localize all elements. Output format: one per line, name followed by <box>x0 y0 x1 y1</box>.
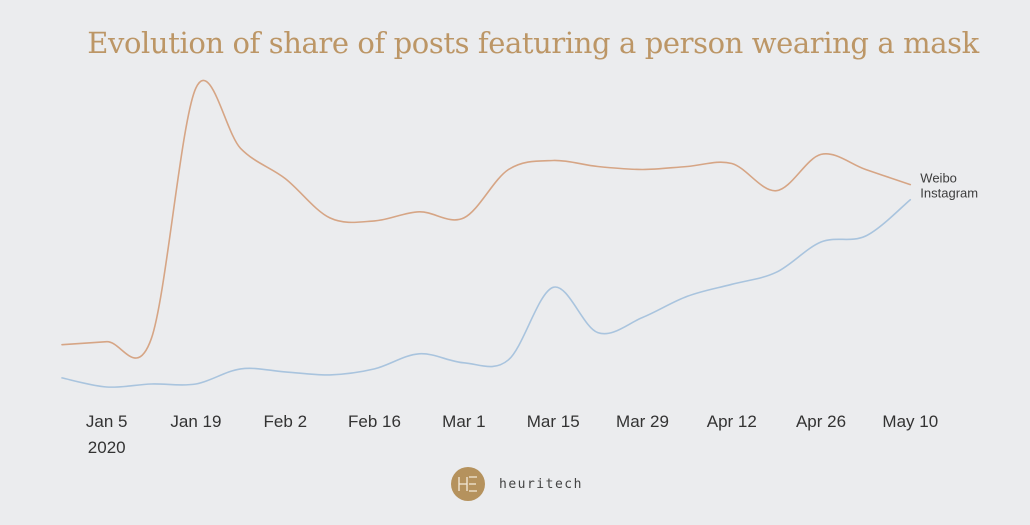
x-tick-label: Feb 2 <box>264 412 307 431</box>
x-tick-label: Apr 12 <box>707 412 757 431</box>
series-line-weibo <box>61 79 912 359</box>
x-tick-label: Jan 5 <box>86 412 128 431</box>
x-tick-label: Mar 1 <box>442 412 485 431</box>
chart-title: Evolution of share of posts featuring a … <box>87 26 979 60</box>
series-label-instagram: Instagram <box>920 186 978 201</box>
x-tick-label: May 10 <box>882 412 938 431</box>
x-tick-label: Mar 29 <box>616 412 669 431</box>
series-label-weibo: Weibo <box>920 171 957 186</box>
x-tick-label: Feb 16 <box>348 412 401 431</box>
x-tick-label: Mar 15 <box>527 412 580 431</box>
x-tick-sublabel: 2020 <box>88 438 126 457</box>
x-tick-label: Jan 19 <box>170 412 221 431</box>
he-monogram-icon <box>451 467 485 501</box>
series-line-instagram <box>61 198 912 388</box>
series-layer <box>61 79 912 388</box>
brand-name: heuritech <box>499 476 583 492</box>
brand: heuritech <box>451 467 583 501</box>
x-tick-label: Apr 26 <box>796 412 846 431</box>
x-axis-ticks: Jan 5 2020 Jan 19 Feb 2 Feb 16 Mar 1 Mar 15 Mar… <box>86 412 938 457</box>
